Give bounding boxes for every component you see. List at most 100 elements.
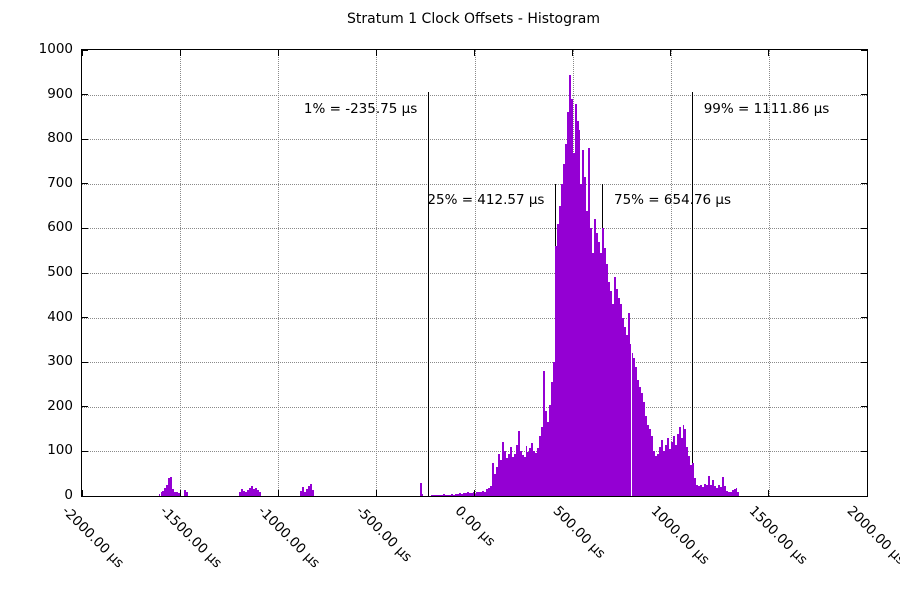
histogram-bar <box>166 484 169 496</box>
y-tick-label: 1000 <box>38 41 73 57</box>
y-tick-label: 400 <box>47 308 73 325</box>
histogram-bar <box>664 444 667 496</box>
histogram-bar <box>702 487 705 496</box>
histogram-bar <box>580 183 583 496</box>
histogram-bar <box>604 248 606 496</box>
histogram-bar <box>458 493 461 496</box>
histogram-bar <box>672 435 675 496</box>
histogram-bar <box>494 473 497 496</box>
y-grid-line <box>82 451 867 453</box>
histogram-bar <box>256 490 259 496</box>
x-tick-mark <box>866 490 868 496</box>
histogram-bar <box>527 452 530 496</box>
histogram-bar <box>539 435 542 496</box>
histogram-bar <box>725 490 728 496</box>
histogram-bar <box>645 415 648 496</box>
histogram-bar <box>248 487 251 496</box>
histogram-bar <box>309 483 312 496</box>
histogram-bar <box>531 443 534 496</box>
histogram-bar <box>619 304 622 496</box>
histogram-bar <box>623 326 626 496</box>
histogram-bar <box>460 493 463 496</box>
x-tick-mark <box>768 50 770 56</box>
histogram-bar <box>419 482 422 496</box>
x-tick-label: -1000.00 µs <box>254 503 324 572</box>
histogram-bar <box>596 232 599 496</box>
histogram-bar <box>617 297 620 496</box>
histogram-bar <box>537 447 540 496</box>
histogram-bar <box>582 150 585 496</box>
y-tick-mark <box>82 183 88 185</box>
histogram-bar <box>641 393 644 496</box>
histogram-bar <box>635 366 638 496</box>
x-tick-label: -500.00 µs <box>353 503 416 566</box>
histogram-bar <box>482 490 485 496</box>
histogram-bar <box>637 380 640 496</box>
histogram-bar <box>513 453 516 496</box>
y-grid-line <box>82 273 867 274</box>
y-tick-mark <box>861 317 867 319</box>
histogram-bar <box>452 494 455 496</box>
histogram-bar <box>621 317 624 496</box>
histogram-bar <box>545 411 548 496</box>
chart-title: Stratum 1 Clock Offsets - Histogram <box>347 11 600 27</box>
histogram-bar <box>737 492 740 496</box>
histogram-bar <box>682 424 685 496</box>
histogram-bar <box>244 492 247 496</box>
histogram-bar <box>433 494 436 496</box>
histogram-bar <box>568 74 571 496</box>
x-tick-mark <box>277 490 279 496</box>
y-tick-mark <box>861 49 867 51</box>
histogram-bar <box>445 494 448 496</box>
x-tick-mark <box>277 50 279 56</box>
histogram-bar <box>607 281 610 496</box>
histogram-bar <box>639 386 642 496</box>
histogram-bar <box>613 277 616 496</box>
histogram-bar <box>678 426 681 496</box>
histogram-bar <box>647 424 650 496</box>
histogram-bar <box>625 335 628 496</box>
percentile-line-p99 <box>692 92 694 496</box>
histogram-bar <box>633 357 636 496</box>
histogram-bar <box>676 433 679 496</box>
histogram-bar <box>562 163 565 496</box>
histogram-bar <box>448 494 451 496</box>
histogram-bar <box>688 455 691 496</box>
histogram-bar <box>662 451 665 496</box>
histogram-bar <box>594 219 597 496</box>
histogram-bar <box>258 492 261 496</box>
histogram-bar <box>651 435 654 496</box>
percentile-label-p75: 75% = 654.76 µs <box>613 192 732 209</box>
y-tick-label: 300 <box>47 353 73 370</box>
histogram-bar <box>176 492 179 496</box>
percentile-label-p1: 1% = -235.75 µs <box>303 100 418 117</box>
x-tick-label: 0.00 µs <box>451 503 498 550</box>
x-tick-label: 1000.00 µs <box>647 503 713 568</box>
y-tick-mark <box>861 450 867 452</box>
y-grid-line <box>82 139 867 141</box>
histogram-bar <box>301 487 304 496</box>
histogram-bar <box>611 304 614 496</box>
y-tick-mark <box>82 227 88 229</box>
histogram-bar <box>643 402 646 496</box>
histogram-bar <box>723 486 726 496</box>
histogram-bar <box>541 426 544 496</box>
histogram-bar <box>547 422 550 496</box>
histogram-bar <box>447 495 449 496</box>
histogram-bar <box>466 492 469 496</box>
histogram-bar <box>529 447 532 496</box>
histogram-bar <box>572 152 575 496</box>
histogram-bar <box>464 493 467 496</box>
histogram-bar <box>631 353 634 496</box>
histogram-bar <box>162 490 165 496</box>
histogram-bar <box>629 344 632 496</box>
histogram-bar <box>525 446 528 496</box>
x-tick-mark <box>81 50 83 56</box>
histogram-bar <box>486 489 489 496</box>
y-tick-mark <box>82 495 88 497</box>
histogram-bar <box>421 494 424 496</box>
histogram-bar <box>719 487 722 496</box>
histogram-bar <box>713 486 716 496</box>
histogram-bar <box>729 492 732 496</box>
y-grid-line <box>82 406 867 408</box>
